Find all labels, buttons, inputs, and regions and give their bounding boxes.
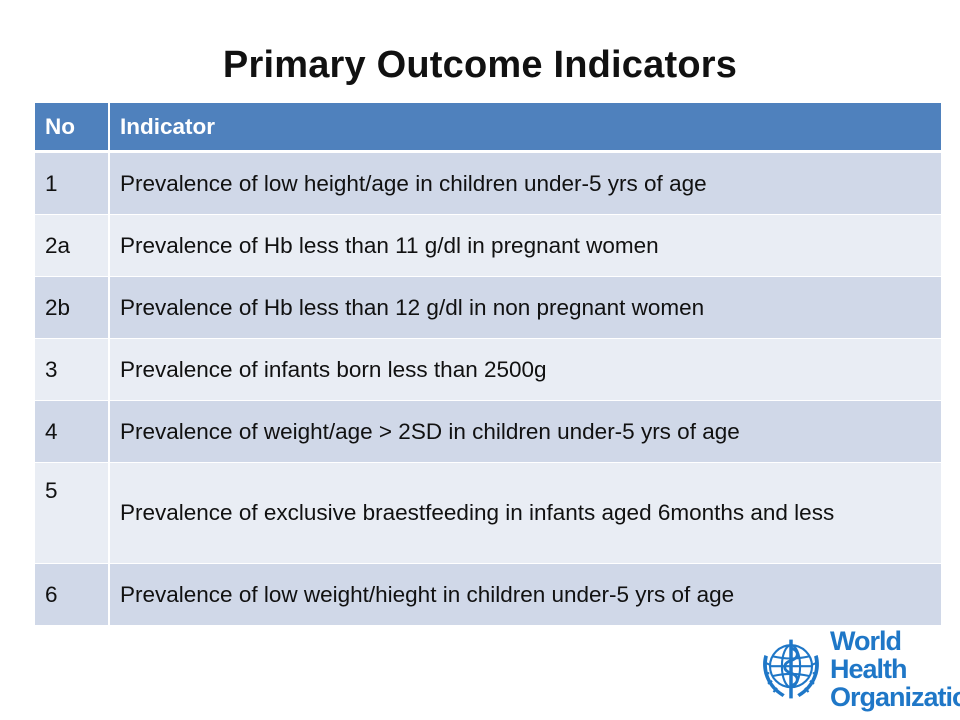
indicator-table: No Indicator 1 Prevalence of low height/… bbox=[35, 103, 941, 625]
logo-line-1: World Health bbox=[830, 626, 908, 684]
row-indicator: Prevalence of low height/age in children… bbox=[109, 151, 941, 215]
row-indicator: Prevalence of weight/age > 2SD in childr… bbox=[109, 400, 941, 463]
table-row: 4 Prevalence of weight/age > 2SD in chil… bbox=[35, 400, 941, 463]
row-number: 2b bbox=[35, 276, 110, 339]
table-row: 1 Prevalence of low height/age in childr… bbox=[35, 151, 941, 215]
row-indicator: Prevalence of Hb less than 11 g/dl in pr… bbox=[109, 214, 941, 277]
logo-line-2: Organization bbox=[830, 682, 960, 712]
column-header-indicator: Indicator bbox=[109, 103, 941, 153]
table-row: 6 Prevalence of low weight/hieght in chi… bbox=[35, 563, 941, 625]
row-number: 4 bbox=[35, 400, 110, 463]
row-number: 2a bbox=[35, 214, 110, 277]
row-number: 6 bbox=[35, 563, 110, 625]
slide-title: Primary Outcome Indicators bbox=[222, 44, 738, 86]
who-emblem-icon bbox=[763, 639, 819, 699]
column-header-no: No bbox=[35, 103, 110, 153]
table-row: 3 Prevalence of infants born less than 2… bbox=[35, 338, 941, 401]
row-indicator: Prevalence of Hb less than 12 g/dl in no… bbox=[109, 276, 941, 339]
who-wordmark: World Health Organization bbox=[830, 627, 960, 711]
row-indicator: Prevalence of low weight/hieght in child… bbox=[109, 563, 941, 625]
table-header-row: No Indicator bbox=[35, 103, 941, 153]
row-number: 3 bbox=[35, 338, 110, 401]
row-number: 5 bbox=[35, 462, 110, 564]
table-row: 2b Prevalence of Hb less than 12 g/dl in… bbox=[35, 276, 941, 339]
row-indicator: Prevalence of exclusive braestfeeding in… bbox=[109, 462, 941, 564]
table-row: 5 Prevalence of exclusive braestfeeding … bbox=[35, 462, 941, 564]
row-indicator: Prevalence of infants born less than 250… bbox=[109, 338, 941, 401]
row-number: 1 bbox=[35, 151, 110, 215]
who-logo: World Health Organization bbox=[756, 627, 960, 711]
table-row: 2a Prevalence of Hb less than 11 g/dl in… bbox=[35, 214, 941, 277]
